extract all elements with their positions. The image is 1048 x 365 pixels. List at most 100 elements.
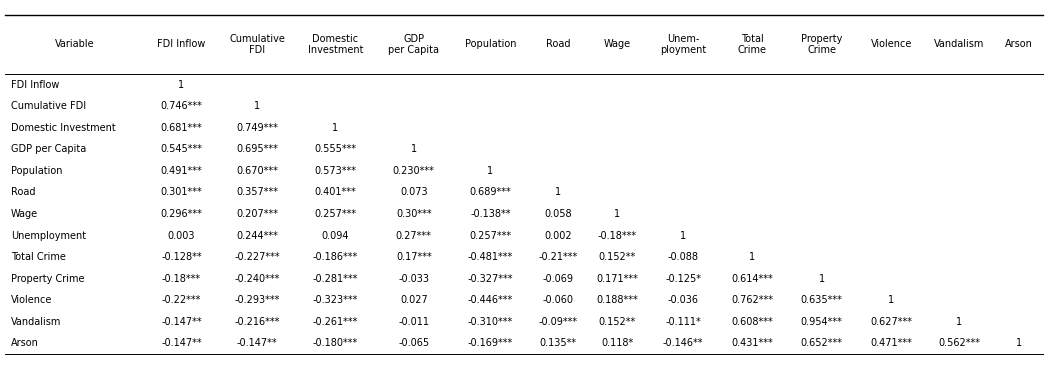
Text: -0.227***: -0.227*** [234, 252, 280, 262]
Text: 0.094: 0.094 [322, 231, 349, 241]
Text: 0.17***: 0.17*** [396, 252, 432, 262]
Text: 0.003: 0.003 [168, 231, 195, 241]
Text: -0.323***: -0.323*** [312, 295, 358, 305]
Text: 1: 1 [254, 101, 260, 111]
Text: 0.614***: 0.614*** [732, 274, 773, 284]
Text: 0.746***: 0.746*** [160, 101, 202, 111]
Text: 0.608***: 0.608*** [732, 317, 773, 327]
Text: -0.216***: -0.216*** [235, 317, 280, 327]
Text: Unem-
ployment: Unem- ployment [660, 34, 706, 55]
Text: 0.627***: 0.627*** [870, 317, 912, 327]
Text: 0.681***: 0.681*** [160, 123, 202, 133]
Text: Population: Population [464, 39, 517, 49]
Text: 1: 1 [332, 123, 339, 133]
Text: -0.21***: -0.21*** [539, 252, 577, 262]
Text: Road: Road [546, 39, 570, 49]
Text: 0.689***: 0.689*** [470, 188, 511, 197]
Text: 0.652***: 0.652*** [801, 338, 843, 348]
Text: 0.635***: 0.635*** [801, 295, 843, 305]
Text: 1: 1 [749, 252, 756, 262]
Text: 0.152**: 0.152** [598, 317, 636, 327]
Text: 1: 1 [1016, 338, 1022, 348]
Text: Wage: Wage [604, 39, 631, 49]
Text: 0.244***: 0.244*** [236, 231, 278, 241]
Text: Vandalism: Vandalism [10, 317, 61, 327]
Text: 1: 1 [818, 274, 825, 284]
Text: 0.27***: 0.27*** [396, 231, 432, 241]
Text: 0.562***: 0.562*** [938, 338, 980, 348]
Text: -0.18***: -0.18*** [162, 274, 201, 284]
Text: 0.555***: 0.555*** [314, 145, 356, 154]
Text: 0.027: 0.027 [400, 295, 428, 305]
Text: 0.152**: 0.152** [598, 252, 636, 262]
Text: Vandalism: Vandalism [934, 39, 984, 49]
Text: 0.002: 0.002 [544, 231, 572, 241]
Text: 0.954***: 0.954*** [801, 317, 843, 327]
Text: Cumulative FDI: Cumulative FDI [10, 101, 86, 111]
Text: -0.069: -0.069 [543, 274, 573, 284]
Text: 1: 1 [178, 80, 184, 90]
Text: Domestic
Investment: Domestic Investment [308, 34, 363, 55]
Text: 1: 1 [614, 209, 620, 219]
Text: -0.147**: -0.147** [161, 338, 202, 348]
Text: -0.169***: -0.169*** [467, 338, 514, 348]
Text: 0.762***: 0.762*** [732, 295, 773, 305]
Text: 1: 1 [956, 317, 962, 327]
Text: -0.240***: -0.240*** [235, 274, 280, 284]
Text: Arson: Arson [1005, 39, 1032, 49]
Text: Cumulative
FDI: Cumulative FDI [230, 34, 285, 55]
Text: -0.147**: -0.147** [237, 338, 278, 348]
Text: Violence: Violence [10, 295, 52, 305]
Text: Population: Population [10, 166, 62, 176]
Text: GDP
per Capita: GDP per Capita [388, 34, 439, 55]
Text: 0.471***: 0.471*** [870, 338, 912, 348]
Text: FDI Inflow: FDI Inflow [157, 39, 205, 49]
Text: 0.670***: 0.670*** [236, 166, 278, 176]
Text: -0.011: -0.011 [398, 317, 430, 327]
Text: -0.147**: -0.147** [161, 317, 202, 327]
Text: Violence: Violence [871, 39, 912, 49]
Text: 0.573***: 0.573*** [314, 166, 356, 176]
Text: 0.491***: 0.491*** [160, 166, 202, 176]
Text: 0.401***: 0.401*** [314, 188, 356, 197]
Text: 1: 1 [411, 145, 417, 154]
Text: 1: 1 [555, 188, 562, 197]
Text: -0.180***: -0.180*** [312, 338, 358, 348]
Text: -0.481***: -0.481*** [467, 252, 514, 262]
Text: 0.058: 0.058 [544, 209, 572, 219]
Text: 0.118*: 0.118* [601, 338, 633, 348]
Text: -0.111*: -0.111* [665, 317, 701, 327]
Text: 0.230***: 0.230*** [393, 166, 435, 176]
Text: 1: 1 [487, 166, 494, 176]
Text: -0.22***: -0.22*** [161, 295, 201, 305]
Text: 0.257***: 0.257*** [470, 231, 511, 241]
Text: -0.138**: -0.138** [471, 209, 510, 219]
Text: 0.357***: 0.357*** [236, 188, 278, 197]
Text: Unemployment: Unemployment [10, 231, 86, 241]
Text: Variable: Variable [54, 39, 94, 49]
Text: -0.327***: -0.327*** [467, 274, 514, 284]
Text: Road: Road [10, 188, 36, 197]
Text: -0.281***: -0.281*** [312, 274, 358, 284]
Text: -0.033: -0.033 [398, 274, 430, 284]
Text: 1: 1 [680, 231, 686, 241]
Text: -0.18***: -0.18*** [597, 231, 637, 241]
Text: -0.261***: -0.261*** [312, 317, 358, 327]
Text: Total
Crime: Total Crime [738, 34, 767, 55]
Text: -0.146**: -0.146** [663, 338, 703, 348]
Text: -0.446***: -0.446*** [467, 295, 514, 305]
Text: FDI Inflow: FDI Inflow [10, 80, 59, 90]
Text: Property Crime: Property Crime [10, 274, 84, 284]
Text: 0.301***: 0.301*** [160, 188, 202, 197]
Text: -0.293***: -0.293*** [235, 295, 280, 305]
Text: -0.065: -0.065 [398, 338, 430, 348]
Text: -0.128**: -0.128** [161, 252, 202, 262]
Text: Domestic Investment: Domestic Investment [10, 123, 115, 133]
Text: 0.135**: 0.135** [540, 338, 576, 348]
Text: 0.296***: 0.296*** [160, 209, 202, 219]
Text: 0.073: 0.073 [400, 188, 428, 197]
Text: 0.749***: 0.749*** [236, 123, 278, 133]
Text: Arson: Arson [10, 338, 39, 348]
Text: 0.257***: 0.257*** [314, 209, 356, 219]
Text: -0.088: -0.088 [668, 252, 699, 262]
